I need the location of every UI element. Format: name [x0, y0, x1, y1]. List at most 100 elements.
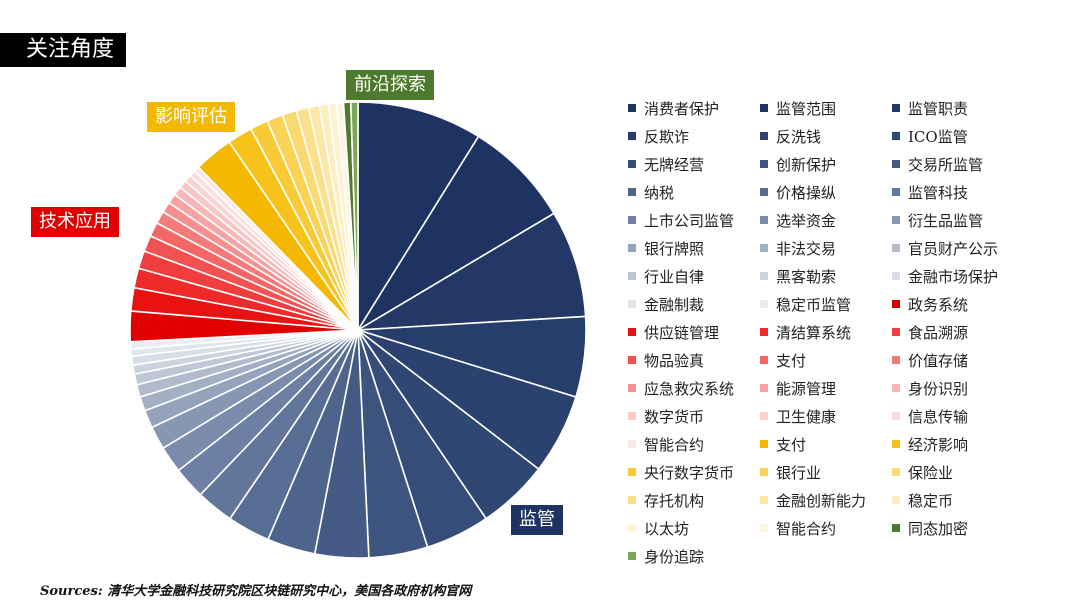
legend-item: 身份追踪 [628, 542, 760, 570]
legend-swatch [892, 412, 900, 420]
legend-label: 身份追踪 [644, 547, 705, 566]
legend-swatch [760, 412, 768, 420]
legend-item: 信息传输 [892, 402, 1042, 430]
legend-label: 银行业 [776, 463, 822, 482]
legend-item: 反洗钱 [760, 122, 892, 150]
legend-swatch [760, 244, 768, 252]
legend-item: 卫生健康 [760, 402, 892, 430]
legend-swatch [892, 188, 900, 196]
legend-swatch [628, 104, 636, 112]
legend-item: 非法交易 [760, 234, 892, 262]
legend-label: 卫生健康 [776, 407, 837, 426]
legend-swatch [628, 412, 636, 420]
source-note: Sources: 清华大学金融科技研究院区块链研究中心，美国各政府机构官网 [40, 584, 472, 599]
legend-swatch [892, 468, 900, 476]
legend-item: 应急救灾系统 [628, 374, 760, 402]
legend-label: 反洗钱 [776, 127, 822, 146]
legend-label: 银行牌照 [644, 239, 705, 258]
legend-item: 创新保护 [760, 150, 892, 178]
legend-item: 稳定币 [892, 486, 1042, 514]
legend-label: 物品验真 [644, 351, 705, 370]
legend-item: 智能合约 [628, 430, 760, 458]
legend-label: 选举资金 [776, 211, 837, 230]
legend-swatch [628, 272, 636, 280]
legend-label: 政务系统 [908, 295, 969, 314]
group-label-supervision: 监管 [511, 505, 563, 535]
legend-item: 银行牌照 [628, 234, 760, 262]
legend-swatch [760, 104, 768, 112]
legend-swatch [628, 440, 636, 448]
legend-item: 衍生品监管 [892, 206, 1042, 234]
legend-label: 监管科技 [908, 183, 969, 202]
legend-swatch [628, 244, 636, 252]
legend-item: 监管职责 [892, 94, 1042, 122]
legend-label: 以太坊 [644, 519, 690, 538]
legend-label: 金融制裁 [644, 295, 705, 314]
legend-swatch [892, 160, 900, 168]
legend-swatch [892, 328, 900, 336]
legend-label: 创新保护 [776, 155, 837, 174]
legend-item: 存托机构 [628, 486, 760, 514]
legend-item: 同态加密 [892, 514, 1042, 542]
legend-item: 价格操纵 [760, 178, 892, 206]
legend-item: 反欺诈 [628, 122, 760, 150]
legend-swatch [892, 104, 900, 112]
legend-label: 官员财产公示 [908, 239, 999, 258]
legend-label: 交易所监管 [908, 155, 984, 174]
legend-swatch [760, 216, 768, 224]
legend-swatch [628, 496, 636, 504]
legend-label: 金融市场保护 [908, 267, 999, 286]
legend-label: 价格操纵 [776, 183, 837, 202]
legend-swatch [628, 216, 636, 224]
legend-label: 无牌经营 [644, 155, 705, 174]
legend-label: 智能合约 [644, 435, 705, 454]
legend-label: 身份识别 [908, 379, 969, 398]
legend-label: 数字货币 [644, 407, 705, 426]
legend-swatch [760, 132, 768, 140]
legend-swatch [628, 160, 636, 168]
legend-swatch [760, 384, 768, 392]
legend-swatch [892, 244, 900, 252]
legend-label: 智能合约 [776, 519, 837, 538]
group-label-tech-application: 技术应用 [31, 207, 119, 237]
legend-swatch [628, 468, 636, 476]
legend-label: 经济影响 [908, 435, 969, 454]
legend-item: 纳税 [628, 178, 760, 206]
legend-label: 价值存储 [908, 351, 969, 370]
legend-label: 支付 [776, 435, 807, 454]
legend-item: 金融市场保护 [892, 262, 1042, 290]
legend-label: 同态加密 [908, 519, 969, 538]
pie-slice [357, 101, 480, 333]
legend-swatch [628, 552, 636, 560]
legend-label: 衍生品监管 [908, 211, 984, 230]
pie-chart [129, 101, 587, 559]
legend-item: 行业自律 [628, 262, 760, 290]
legend-label: 稳定币 [908, 491, 954, 510]
legend-item: 官员财产公示 [892, 234, 1042, 262]
legend-label: 信息传输 [908, 407, 969, 426]
group-label-impact-assessment: 影响评估 [147, 102, 235, 132]
legend-item: 能源管理 [760, 374, 892, 402]
legend-label: 应急救灾系统 [644, 379, 735, 398]
legend-item: 消费者保护 [628, 94, 760, 122]
legend-item: 黑客勒索 [760, 262, 892, 290]
legend-item: 经济影响 [892, 430, 1042, 458]
legend-swatch [760, 300, 768, 308]
legend-label: 存托机构 [644, 491, 705, 510]
legend-label: 上市公司监管 [644, 211, 735, 230]
legend-item: 银行业 [760, 458, 892, 486]
legend-swatch [628, 300, 636, 308]
legend-label: 供应链管理 [644, 323, 720, 342]
pie-slice [357, 135, 556, 331]
group-label-frontier-exploration: 前沿探索 [346, 70, 434, 100]
legend-swatch [628, 188, 636, 196]
legend-swatch [892, 300, 900, 308]
legend-label: 央行数字货币 [644, 463, 735, 482]
legend-label: 非法交易 [776, 239, 837, 258]
legend-item: 央行数字货币 [628, 458, 760, 486]
legend-swatch [760, 188, 768, 196]
legend-label: 监管范围 [776, 99, 837, 118]
legend-swatch [760, 524, 768, 532]
legend-label: ICO监管 [908, 127, 968, 146]
legend-swatch [760, 272, 768, 280]
